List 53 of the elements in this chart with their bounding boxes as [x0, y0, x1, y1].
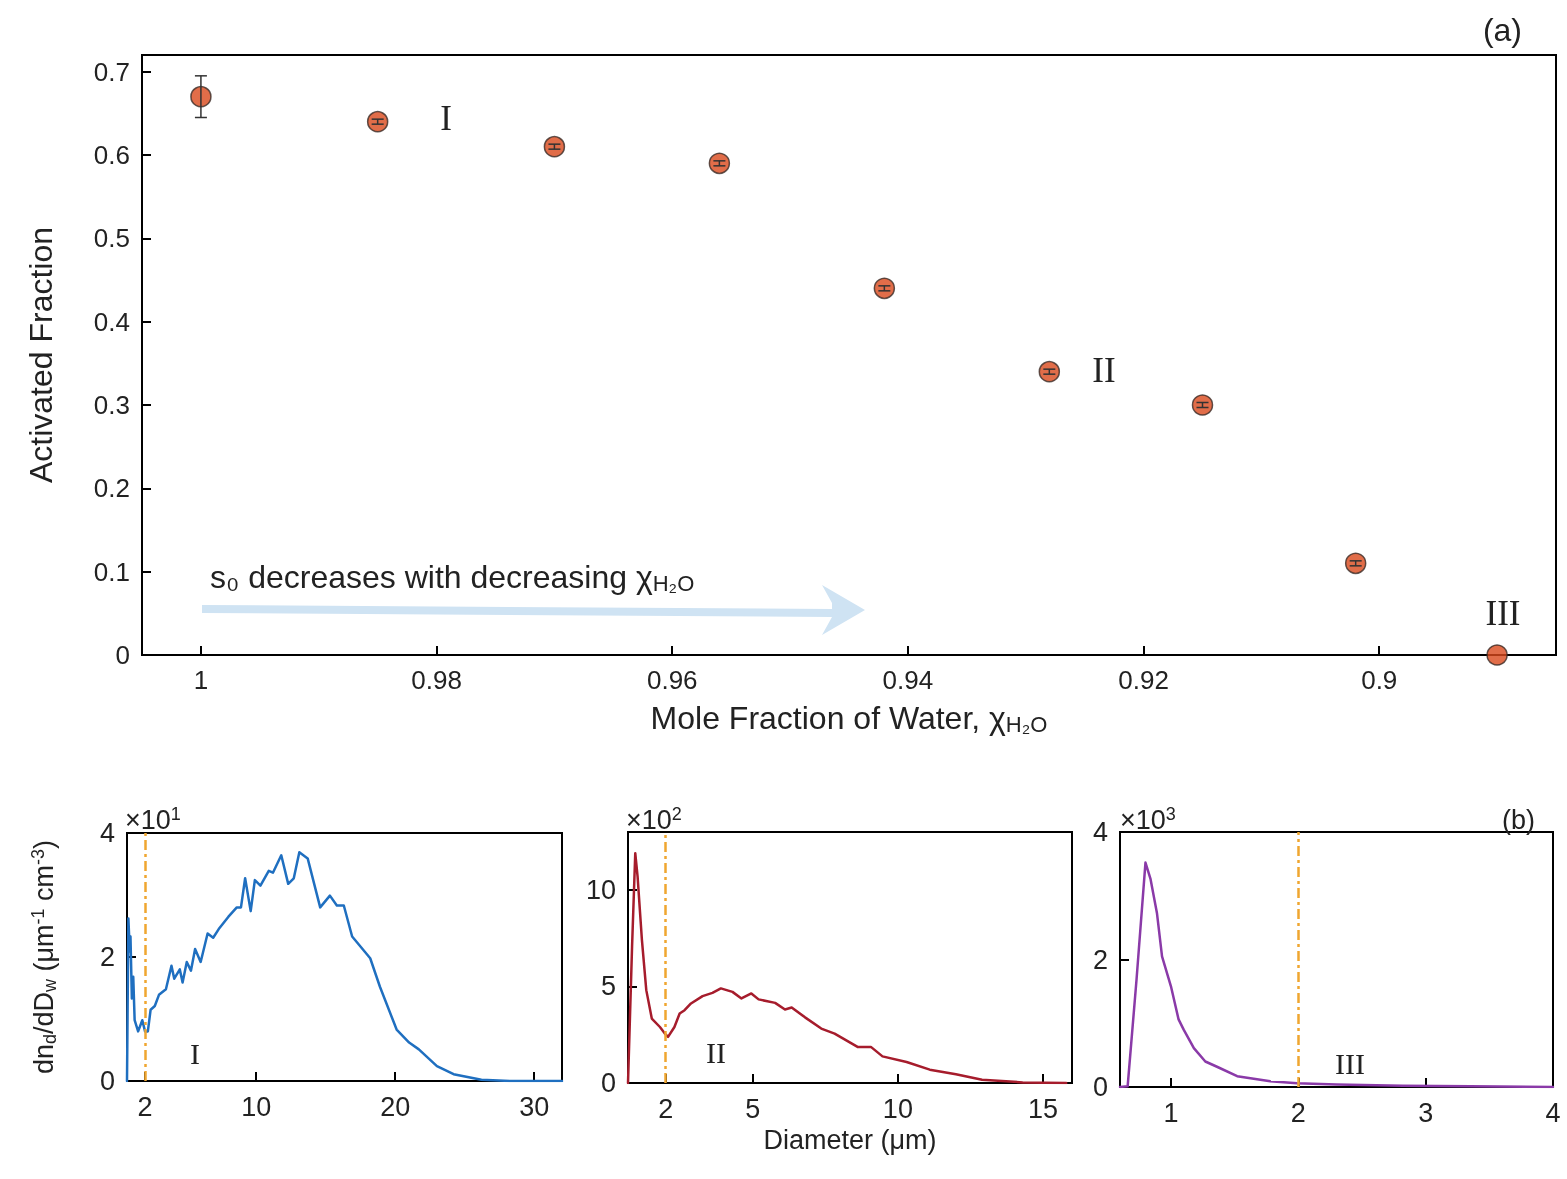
x-tick-label: 5 [745, 1093, 761, 1124]
y-tick-label: 0.7 [93, 56, 130, 87]
y-tick-label: 0 [115, 640, 130, 670]
x-tick-label: 0.9 [1361, 665, 1398, 695]
x-tick-label: 2 [1290, 1097, 1306, 1128]
annotation: (b) [1502, 805, 1535, 835]
annotation: II [706, 1035, 726, 1069]
point [1486, 644, 1508, 666]
y-tick-label: 0 [99, 1066, 115, 1096]
x-tick-label: 10 [241, 1091, 272, 1122]
x-axis-title: Mole Fraction of Water, χH₂O [650, 699, 1048, 737]
y-tick-label: 2 [1092, 944, 1108, 975]
y-tick-label: 0.4 [93, 306, 130, 337]
x-tick-label: 0.92 [1118, 665, 1169, 695]
y-tick-label: 2 [99, 942, 115, 972]
x-tick-label: 0.96 [646, 665, 698, 695]
annotation: III [1485, 593, 1521, 633]
y-tick-label: 0 [1092, 1072, 1108, 1102]
y-tick-label: 0.3 [93, 390, 130, 420]
y-tick-label: 0.6 [93, 140, 130, 170]
x-tick-label: 0.94 [882, 665, 934, 695]
x-tick-label: 2 [137, 1091, 153, 1122]
x-axis-title: Diameter (μm) [763, 1125, 937, 1156]
y-tick-label: 10 [585, 874, 616, 905]
annotation: I [440, 98, 452, 138]
x-tick-label: 0.98 [411, 665, 462, 695]
y-tick-label: 5 [600, 971, 616, 1002]
y-tick-label: 0.1 [93, 556, 130, 587]
point [1191, 394, 1214, 416]
line-series [1118, 861, 1555, 1089]
x-tick-label: 4 [1545, 1097, 1561, 1128]
x-tick-label: 20 [380, 1091, 411, 1122]
x-tick-label: 30 [519, 1091, 550, 1122]
y-tick-label: 4 [1092, 817, 1108, 847]
annotation: II [1092, 350, 1116, 390]
y-tick-label: 0.5 [93, 223, 130, 254]
text: dnd/dDw (μm-1 cm-3) [28, 839, 60, 1075]
x-tick-label: 15 [1027, 1093, 1058, 1124]
annotation: I [190, 1036, 200, 1070]
y-tick-label: 0 [600, 1068, 616, 1098]
x-tick-label: 3 [1418, 1097, 1434, 1128]
text: (a) [1482, 12, 1522, 48]
x-tick-label: 1 [193, 665, 209, 695]
annotation: s₀ decreases with decreasing χH₂O [210, 559, 695, 596]
line-series [626, 851, 1068, 1085]
y-tick-label: 0.2 [93, 473, 130, 504]
x-tick-label: 10 [882, 1093, 913, 1124]
y-axis-title: Activated Fraction [23, 226, 59, 484]
y-tick-label: 4 [99, 818, 115, 848]
annotation: III [1335, 1046, 1365, 1080]
x-tick-label: 1 [1163, 1097, 1179, 1128]
line-series [125, 850, 564, 1083]
x-tick-label: 2 [658, 1093, 674, 1124]
